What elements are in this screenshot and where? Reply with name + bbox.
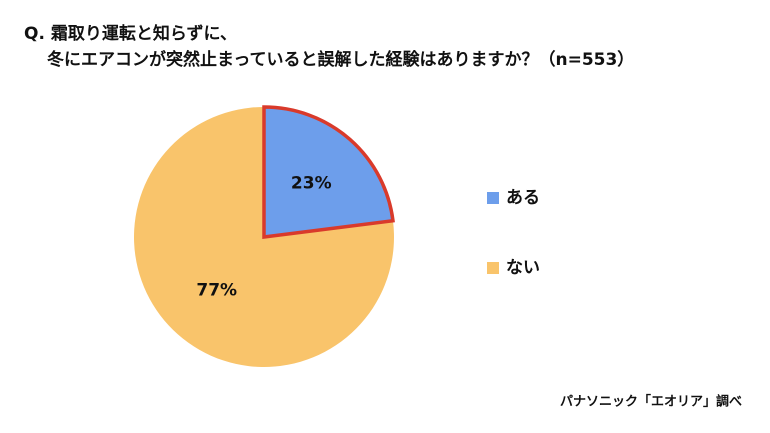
chart-title: Q. 霜取り運転と知らずに、 bbox=[24, 23, 237, 44]
legend-label: ない bbox=[506, 258, 540, 278]
source: パナソニック「エオリア」調べ bbox=[560, 394, 742, 410]
legend-label: ある bbox=[506, 188, 540, 208]
chart-title: 冬にエアコンが突然止まっていると誤解した経験はありますか？（n=553） bbox=[47, 49, 634, 70]
legend-swatch bbox=[487, 192, 499, 204]
pie-slice bbox=[262, 105, 395, 239]
data-label: 77% bbox=[196, 281, 237, 301]
data-label: 23% bbox=[291, 173, 332, 193]
legend-swatch bbox=[487, 262, 499, 274]
